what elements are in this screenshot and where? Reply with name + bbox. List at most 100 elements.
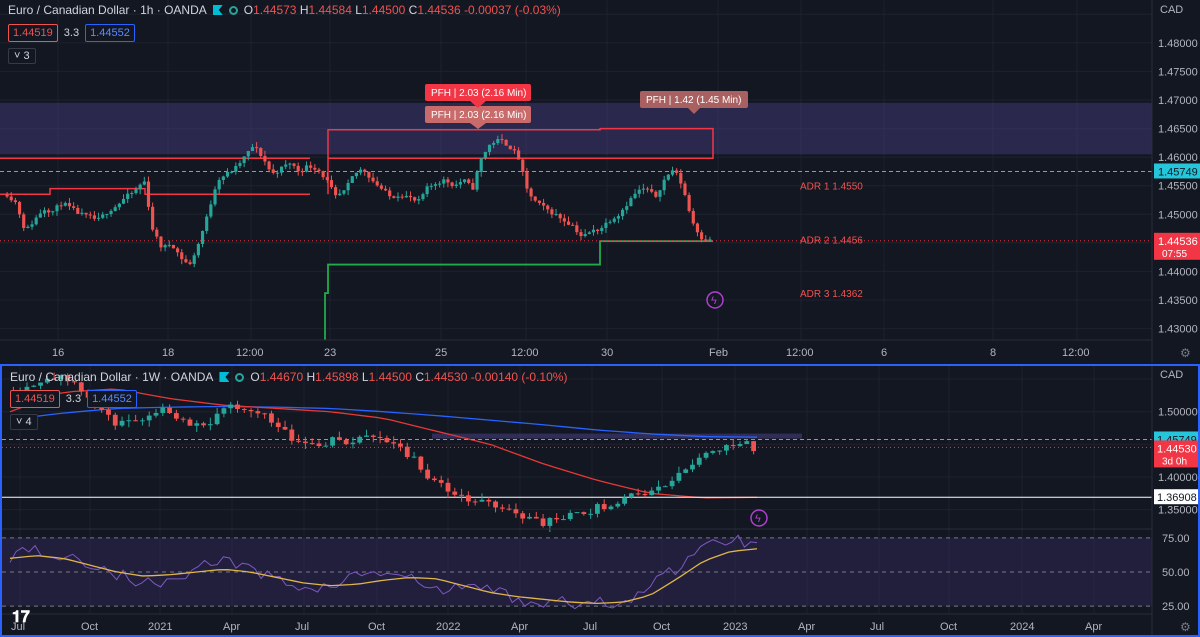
candle	[450, 182, 454, 187]
sell-button[interactable]: 1.44519	[10, 390, 60, 408]
candle	[58, 375, 64, 380]
last-price-tag	[1154, 232, 1200, 260]
candle	[517, 150, 521, 160]
price-tick: 1.45500	[1158, 181, 1198, 193]
last-price-tag	[1154, 440, 1198, 468]
pfh-label-box	[640, 91, 748, 108]
candle	[486, 499, 492, 502]
candle	[676, 472, 682, 481]
candle	[262, 413, 268, 415]
candle	[126, 193, 130, 199]
candle	[608, 506, 614, 510]
candle	[751, 441, 756, 452]
candle	[359, 169, 363, 173]
candle	[641, 188, 645, 190]
candle	[554, 214, 558, 216]
candle	[259, 147, 263, 156]
hline-price-value: 1.36908	[1157, 492, 1197, 504]
flag-icon[interactable]	[212, 5, 223, 15]
candle	[67, 202, 72, 207]
candle	[201, 423, 206, 426]
candle	[730, 445, 736, 447]
countdown-value: 3d 0h	[1162, 456, 1187, 467]
time-tick: 23	[324, 347, 336, 359]
candle	[521, 159, 525, 172]
candle	[325, 177, 329, 181]
candle	[458, 182, 462, 185]
indicators-toggle-button[interactable]: ˅ 4	[10, 414, 38, 430]
candle	[140, 420, 145, 422]
pfh-arrow	[470, 101, 486, 108]
candle	[350, 442, 356, 445]
lightning-icon	[750, 509, 768, 527]
buy-button[interactable]: 1.44552	[87, 390, 137, 408]
candle	[17, 202, 22, 215]
tradingview-logo-icon[interactable]: 𝟏𝟕	[12, 609, 30, 626]
settings-icon: ⚙	[1180, 346, 1191, 360]
candle	[467, 179, 471, 184]
candle	[525, 171, 529, 189]
candle	[255, 411, 261, 414]
supply-zone	[432, 433, 802, 439]
time-tick: Oct	[368, 621, 385, 633]
candle	[499, 507, 505, 509]
indicators-toggle-button[interactable]: ˅ 3	[8, 48, 36, 64]
weekly-chart-canvas[interactable]: ϟCAD1.500001.450001.400001.3500075.0050.…	[2, 366, 1198, 635]
hourly-chart-pane[interactable]: ADR 1 1.4550 ADR 2 1.4456 ADR 3 1.4362 PFH …	[0, 0, 1200, 363]
candle	[432, 478, 437, 481]
candle	[695, 223, 700, 233]
candle	[596, 229, 600, 232]
candle	[669, 480, 675, 487]
candle	[321, 171, 325, 178]
candle	[371, 177, 375, 182]
candle	[541, 202, 546, 206]
candle	[146, 415, 152, 421]
candle	[63, 202, 67, 206]
rsi-tick: 75.00	[1162, 533, 1190, 545]
last-price-value: 1.44530	[1157, 443, 1197, 455]
candle	[562, 218, 566, 222]
candle	[579, 232, 583, 237]
rsi-ma-line	[9, 548, 758, 605]
weekly-chart-pane[interactable]: ϟCAD1.500001.450001.400001.3500075.0050.…	[0, 364, 1200, 637]
candle	[683, 469, 689, 473]
candle	[421, 194, 425, 200]
candle	[31, 385, 37, 387]
candle	[462, 179, 467, 183]
candle	[309, 165, 313, 168]
candle	[38, 213, 42, 218]
candle	[442, 179, 446, 184]
buy-button[interactable]: 1.44552	[85, 24, 135, 42]
time-tick: 30	[601, 347, 613, 359]
candle	[271, 169, 275, 173]
candle	[608, 221, 612, 223]
candle	[304, 165, 309, 172]
lightning-icon: ϟ	[711, 295, 717, 307]
flag-icon[interactable]	[219, 372, 230, 382]
candle	[513, 509, 519, 514]
candle	[662, 486, 668, 488]
candle	[656, 486, 661, 491]
candle	[520, 513, 526, 519]
time-tick: Jul	[11, 621, 25, 633]
candle	[200, 230, 205, 244]
candle	[601, 504, 607, 510]
hourly-chart-canvas[interactable]: ADR 1 1.4550 ADR 2 1.4456 ADR 3 1.4362 PFH …	[0, 0, 1200, 363]
weekly-range-box	[327, 127, 714, 195]
candle	[238, 163, 242, 166]
candle	[24, 386, 30, 391]
candle	[583, 234, 587, 237]
candle	[55, 205, 59, 212]
candle	[279, 166, 284, 173]
candle	[493, 501, 498, 508]
time-tick: 2024	[1010, 621, 1034, 633]
candle	[209, 204, 213, 217]
candle	[51, 211, 55, 213]
sell-button[interactable]: 1.44519	[8, 24, 58, 42]
candle	[550, 209, 554, 215]
candle	[383, 188, 388, 191]
candle	[300, 171, 304, 173]
candle	[703, 452, 709, 458]
candle	[84, 212, 88, 215]
candle	[554, 517, 560, 520]
